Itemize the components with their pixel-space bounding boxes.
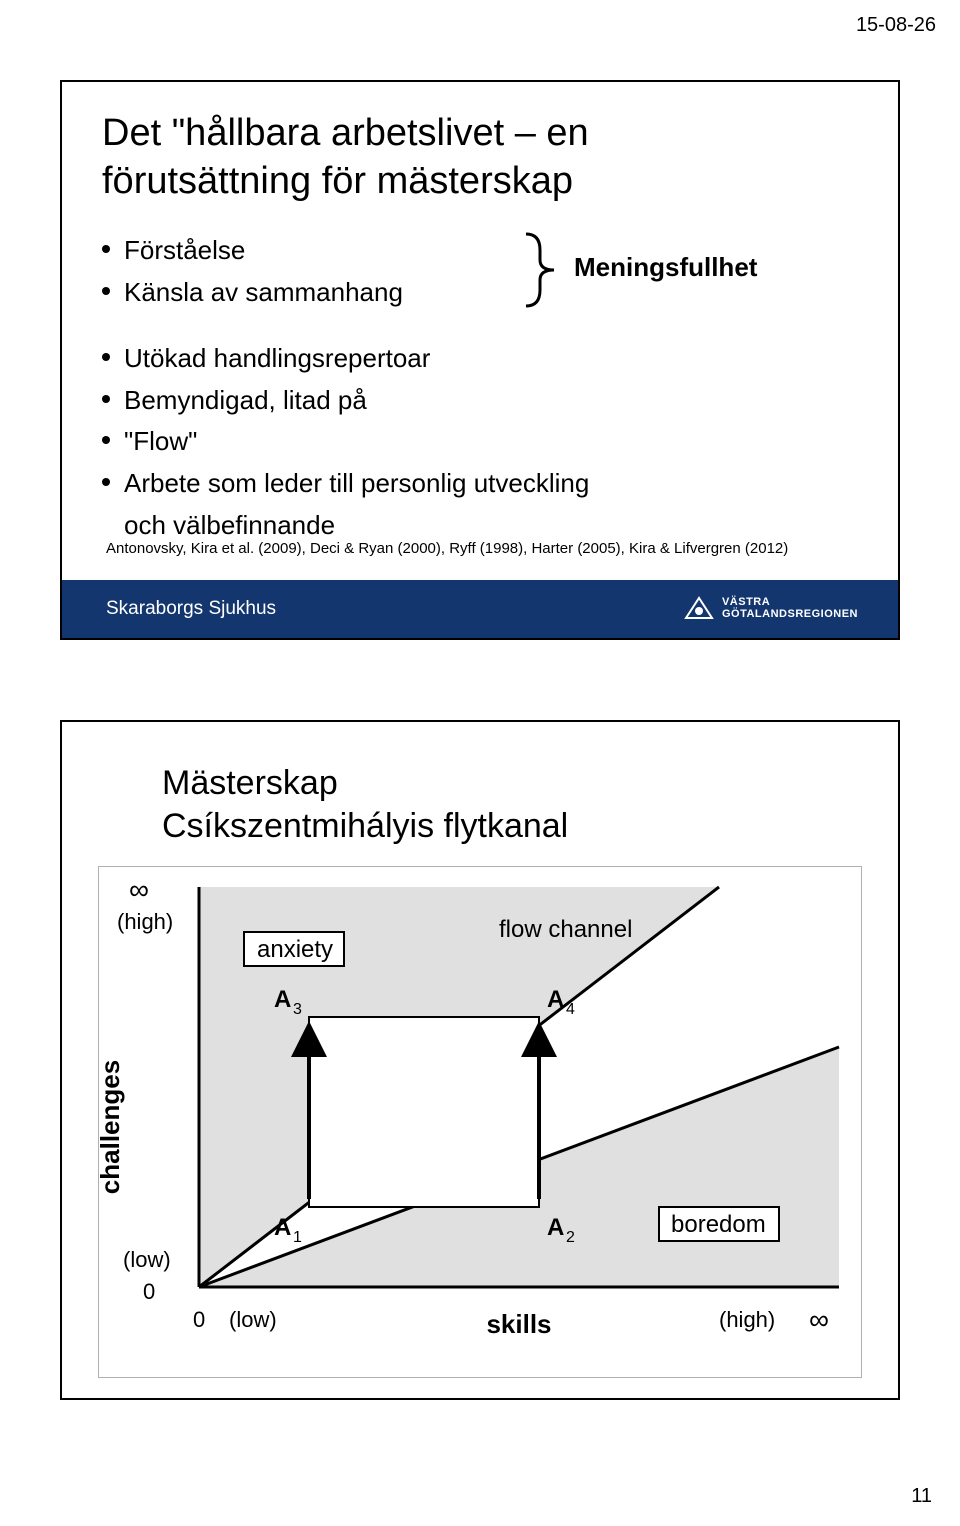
bullet-text: Känsla av sammanhang (124, 274, 403, 310)
y-axis-high: (high) (117, 909, 173, 934)
bullet-row: "Flow" (102, 423, 589, 461)
node-a2-sub: 2 (566, 1229, 575, 1246)
bullet-row: Känsla av sammanhang (102, 274, 403, 310)
node-a2-label: A (547, 1214, 564, 1241)
slide1-citation: Antonovsky, Kira et al. (2009), Deci & R… (106, 540, 788, 557)
bullet-row: och välbefinnande (102, 507, 589, 545)
slide1-heading-line1: Det "hållbara arbetslivet – en (102, 110, 589, 158)
slide2-heading-line2: Csíkszentmihályis flytkanal (162, 805, 568, 848)
page-number: 11 (911, 1485, 932, 1508)
bullet-dot-icon (102, 395, 110, 403)
x-axis-title: skills (486, 1309, 551, 1339)
x-axis-high: (high) (719, 1307, 775, 1332)
bullet-dot-icon (102, 245, 110, 253)
node-a4-sub: 4 (566, 1001, 575, 1018)
node-a3-label: A (274, 986, 291, 1013)
bullet-row: Utökad handlingsrepertoar (102, 340, 589, 378)
bullet-row: Arbete som leder till personlig utveckli… (102, 465, 589, 503)
slide1-bottom-bullets: Utökad handlingsrepertoar Bemyndigad, li… (102, 340, 589, 548)
slide-1: Det "hållbara arbetslivet – en förutsätt… (60, 80, 900, 640)
page: 15-08-26 Det "hållbara arbetslivet – en … (0, 0, 960, 1526)
bullet-row: Bemyndigad, litad på (102, 382, 589, 420)
slide1-heading: Det "hållbara arbetslivet – en förutsätt… (102, 110, 589, 205)
footer-left-text: Skaraborgs Sjukhus (106, 598, 276, 620)
bullet-dot-icon (102, 353, 110, 361)
origin-bottom-0: 0 (193, 1307, 205, 1332)
slide2-heading: Mästerskap Csíkszentmihályis flytkanal (162, 762, 568, 847)
date-header: 15-08-26 (856, 14, 936, 37)
x-axis-low: (low) (229, 1307, 277, 1332)
vg-line2: GÖTALANDSREGIONEN (722, 609, 858, 621)
bullet-text: Utökad handlingsrepertoar (124, 340, 430, 378)
bullet-text: Förståelse (124, 232, 245, 268)
slide1-footer: Skaraborgs Sjukhus VÄSTRA GÖTALANDSREGIO… (62, 580, 898, 638)
vg-logo-text: VÄSTRA GÖTALANDSREGIONEN (722, 597, 858, 620)
slide2-heading-line1: Mästerskap (162, 762, 568, 805)
y-axis-low: (low) (123, 1247, 171, 1272)
x-axis-infinity: ∞ (809, 1304, 829, 1335)
bullet-dot-icon (102, 478, 110, 486)
bullet-row: Förståelse (102, 232, 403, 268)
slide1-top-bullets: Förståelse Känsla av sammanhang (102, 232, 403, 317)
slide-2: Mästerskap Csíkszentmihályis flytkanal (60, 720, 900, 1400)
brace-icon (522, 232, 562, 308)
brace-label: Meningsfullhet (574, 252, 757, 283)
flow-channel-chart: A 3 A 4 A 1 A 2 anxiety flow channel bor… (99, 867, 861, 1377)
footer-right: VÄSTRA GÖTALANDSREGIONEN (684, 596, 858, 622)
bullet-text: Bemyndigad, litad på (124, 382, 367, 420)
slide1-heading-line2: förutsättning för mästerskap (102, 158, 589, 206)
flow-label-line: flow channel (499, 916, 632, 943)
bullet-dot-icon (102, 287, 110, 295)
bullet-text: "Flow" (124, 423, 197, 461)
node-a1-sub: 1 (293, 1229, 302, 1246)
bullet-text: Arbete som leder till personlig utveckli… (124, 465, 589, 503)
node-a1-label: A (274, 1214, 291, 1241)
vg-logo-mark-icon (684, 596, 714, 622)
vg-logo: VÄSTRA GÖTALANDSREGIONEN (684, 596, 858, 622)
node-a4-label: A (547, 986, 564, 1013)
origin-left-0: 0 (143, 1279, 155, 1304)
bullet-spacer (102, 520, 110, 528)
bullet-dot-icon (102, 436, 110, 444)
boredom-label: boredom (671, 1211, 766, 1238)
inner-box (309, 1017, 539, 1207)
flow-chart-container: A 3 A 4 A 1 A 2 anxiety flow channel bor… (98, 866, 862, 1378)
bullet-text: och välbefinnande (124, 507, 335, 545)
y-axis-infinity: ∞ (129, 874, 149, 905)
y-axis-title: challenges (99, 1060, 125, 1194)
node-a3-sub: 3 (293, 1001, 302, 1018)
anxiety-label: anxiety (257, 936, 333, 963)
